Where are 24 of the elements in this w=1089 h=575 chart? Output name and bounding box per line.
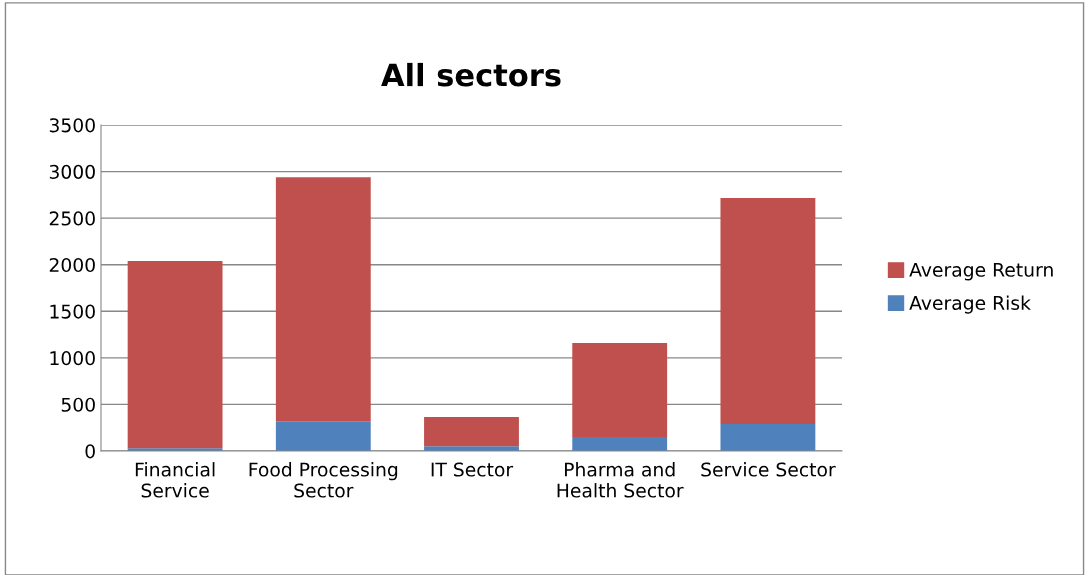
- bar: [127, 260, 223, 449]
- bar: [424, 417, 519, 447]
- legend-label: Average Return: [909, 262, 1053, 281]
- bar: [275, 421, 371, 451]
- bar: [572, 437, 668, 451]
- x-tick-label: IT Sector: [431, 462, 514, 477]
- bar: [720, 197, 816, 424]
- legend-label: Average Risk: [909, 295, 1031, 314]
- bar: [275, 177, 371, 422]
- y-tick-label: 1000: [50, 351, 95, 366]
- bar: [572, 342, 668, 438]
- chart-title: All sectors: [381, 62, 561, 87]
- y-tick-label: 1500: [50, 304, 95, 319]
- x-tick-label: Service Sector: [701, 462, 836, 477]
- x-tick-label: Pharma and Health Sector: [557, 462, 684, 498]
- y-tick-label: 2000: [49, 257, 95, 273]
- x-tick-label: Financial Service: [135, 462, 215, 498]
- y-tick-label: 3500: [49, 118, 95, 133]
- y-tick-label: 3000: [49, 164, 95, 179]
- bar: [720, 423, 816, 451]
- y-tick-label: 2500: [49, 211, 95, 226]
- y-tick-label: 500: [61, 397, 95, 412]
- y-tick-label: 0: [85, 444, 95, 459]
- x-tick-label: Food Processing Sector: [249, 462, 398, 498]
